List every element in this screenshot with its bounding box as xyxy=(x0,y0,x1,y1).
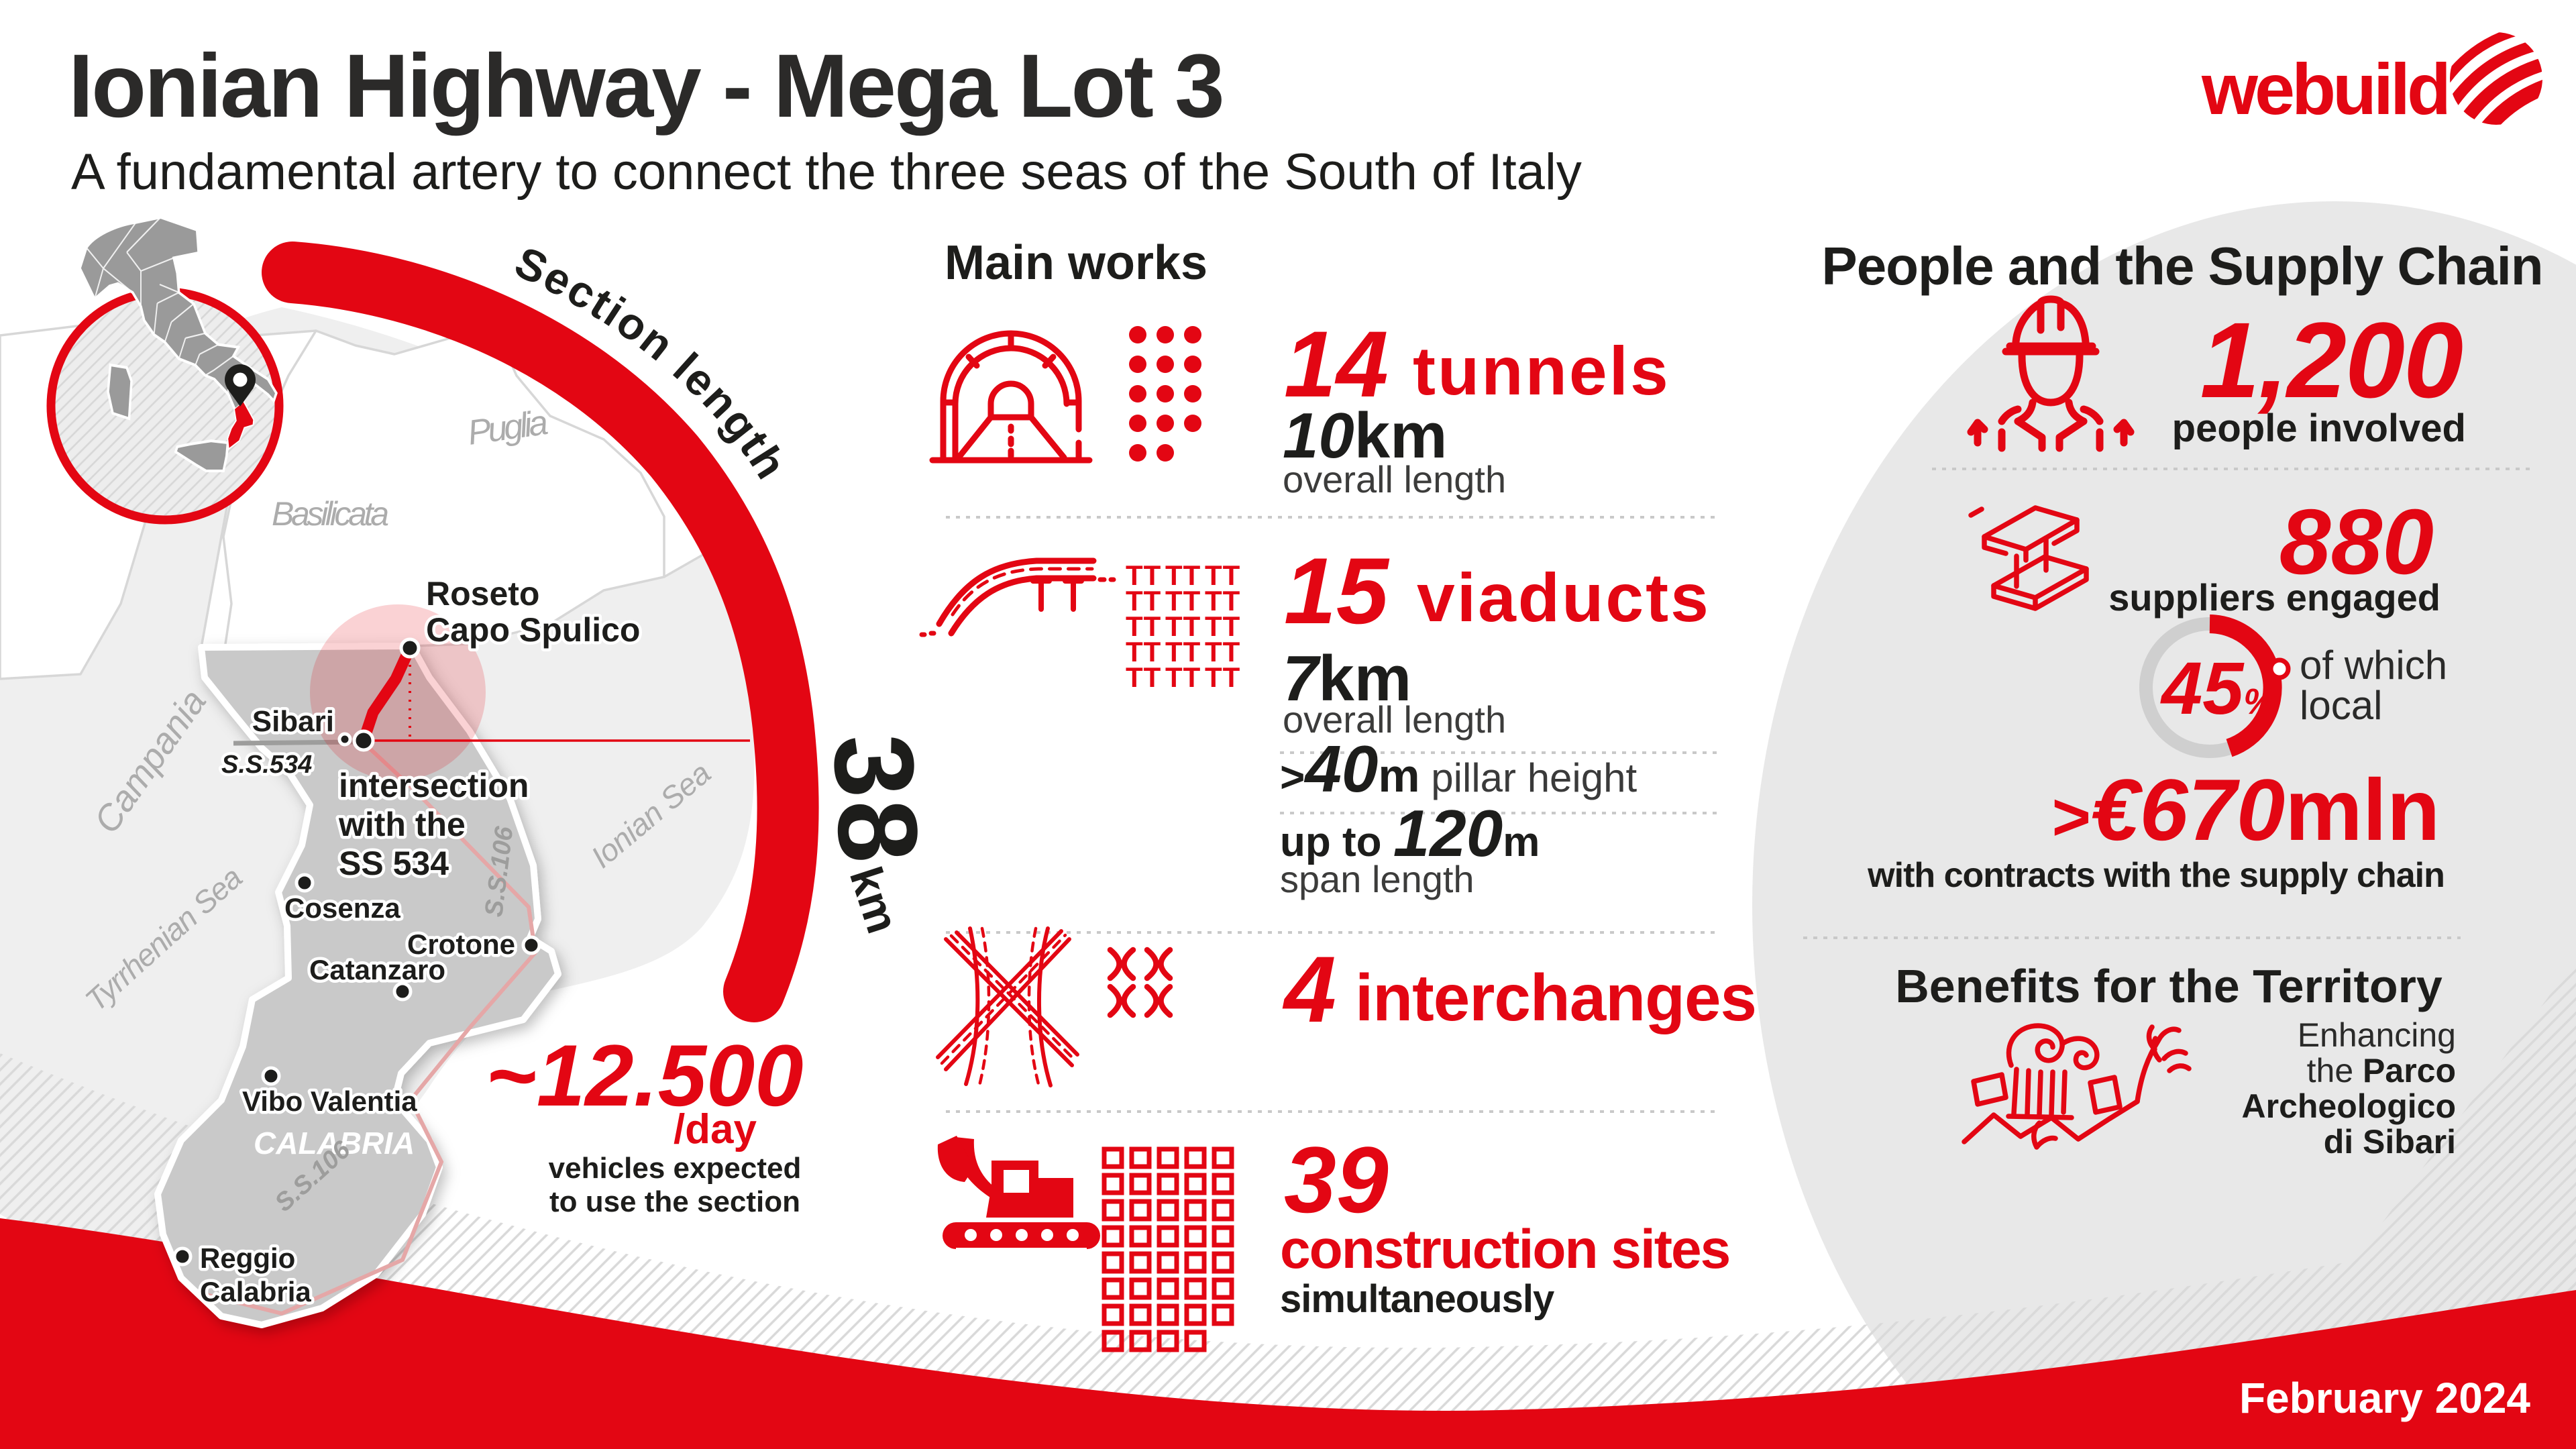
svg-text:local: local xyxy=(2300,683,2382,728)
svg-text:TT: TT xyxy=(1126,636,1161,667)
svg-text:TT: TT xyxy=(1165,661,1201,693)
svg-text:TT: TT xyxy=(1165,585,1201,616)
svg-text:di Sibari: di Sibari xyxy=(2324,1123,2456,1161)
svg-text:Crotone: Crotone xyxy=(407,928,515,960)
svg-text:Reggio: Reggio xyxy=(200,1242,295,1274)
svg-text:Main works: Main works xyxy=(945,236,1208,290)
svg-text:880: 880 xyxy=(2279,490,2434,594)
svg-text:interchanges: interchanges xyxy=(1355,961,1756,1034)
svg-text:Basilicata: Basilicata xyxy=(272,495,389,533)
svg-text:suppliers engaged: suppliers engaged xyxy=(2108,576,2440,619)
svg-text:People and the Supply Chain: People and the Supply Chain xyxy=(1821,236,2542,296)
svg-text:/day: /day xyxy=(674,1106,757,1152)
svg-text:S.S.534: S.S.534 xyxy=(221,751,312,779)
svg-text:overall length: overall length xyxy=(1283,458,1506,500)
svg-text:with contracts with the supply: with contracts with the supply chain xyxy=(1867,856,2445,895)
svg-text:Archeologico: Archeologico xyxy=(2242,1087,2456,1125)
svg-text:TT: TT xyxy=(1126,585,1161,616)
svg-text:Capo Spulico: Capo Spulico xyxy=(426,611,640,649)
svg-text:TT: TT xyxy=(1205,636,1240,667)
svg-text:39: 39 xyxy=(1284,1127,1389,1232)
svg-text:with the: with the xyxy=(338,806,466,843)
svg-text:TT: TT xyxy=(1165,610,1201,642)
svg-text:Enhancing: Enhancing xyxy=(2298,1016,2456,1054)
svg-text:Vibo Valentia: Vibo Valentia xyxy=(242,1085,417,1117)
svg-text:webuild: webuild xyxy=(2201,48,2448,129)
svg-text:viaducts: viaducts xyxy=(1417,559,1711,636)
svg-text:1,200: 1,200 xyxy=(2200,300,2463,420)
svg-text:vehicles expected: vehicles expected xyxy=(549,1152,802,1185)
svg-text:7km: 7km xyxy=(1283,643,1411,714)
svg-text:14: 14 xyxy=(1284,311,1389,417)
svg-text:span length: span length xyxy=(1280,858,1474,900)
svg-text:TT: TT xyxy=(1126,610,1161,642)
svg-text:~12.500: ~12.500 xyxy=(486,1026,804,1124)
svg-text:Catanzaro: Catanzaro xyxy=(309,954,445,985)
svg-text:A fundamental artery to connec: A fundamental artery to connect the thre… xyxy=(71,144,1582,201)
svg-text:>40m pillar height: >40m pillar height xyxy=(1280,732,1637,806)
svg-text:TT: TT xyxy=(1205,661,1240,693)
svg-text:10km: 10km xyxy=(1283,400,1448,472)
svg-text:to use the section: to use the section xyxy=(549,1185,800,1218)
svg-text:Calabria: Calabria xyxy=(200,1276,311,1307)
svg-text:TT: TT xyxy=(1126,559,1161,591)
svg-text:TT: TT xyxy=(1205,559,1240,591)
svg-text:construction sites: construction sites xyxy=(1280,1219,1729,1280)
svg-text:TT: TT xyxy=(1205,610,1240,642)
svg-text:the Parco: the Parco xyxy=(2307,1052,2456,1089)
svg-text:15: 15 xyxy=(1284,538,1390,643)
svg-text:simultaneously: simultaneously xyxy=(1280,1277,1554,1321)
svg-text:intersection: intersection xyxy=(339,767,529,804)
svg-text:tunnels: tunnels xyxy=(1413,333,1670,409)
svg-text:45%: 45% xyxy=(2160,647,2275,730)
svg-text:Roseto: Roseto xyxy=(426,575,539,612)
svg-text:TT: TT xyxy=(1165,636,1201,667)
svg-text:SS 534: SS 534 xyxy=(339,845,449,882)
svg-text:people involved: people involved xyxy=(2172,407,2466,450)
svg-text:Ionian Highway - Mega Lot 3: Ionian Highway - Mega Lot 3 xyxy=(68,36,1223,136)
svg-text:4: 4 xyxy=(1282,936,1336,1042)
svg-text:Sibari: Sibari xyxy=(252,705,334,738)
svg-text:Cosenza: Cosenza xyxy=(284,892,400,924)
svg-text:TT: TT xyxy=(1126,661,1161,693)
svg-text:February 2024: February 2024 xyxy=(2239,1374,2530,1422)
svg-text:CALABRIA: CALABRIA xyxy=(254,1126,415,1161)
svg-text:of which: of which xyxy=(2300,643,2447,688)
svg-text:TT: TT xyxy=(1165,559,1201,591)
svg-text:Benefits for the Territory: Benefits for the Territory xyxy=(1895,960,2443,1012)
svg-text:overall length: overall length xyxy=(1283,698,1506,741)
svg-text:38: 38 xyxy=(810,731,943,868)
svg-text:>€670mln: >€670mln xyxy=(2052,761,2440,859)
svg-text:TT: TT xyxy=(1205,585,1240,616)
